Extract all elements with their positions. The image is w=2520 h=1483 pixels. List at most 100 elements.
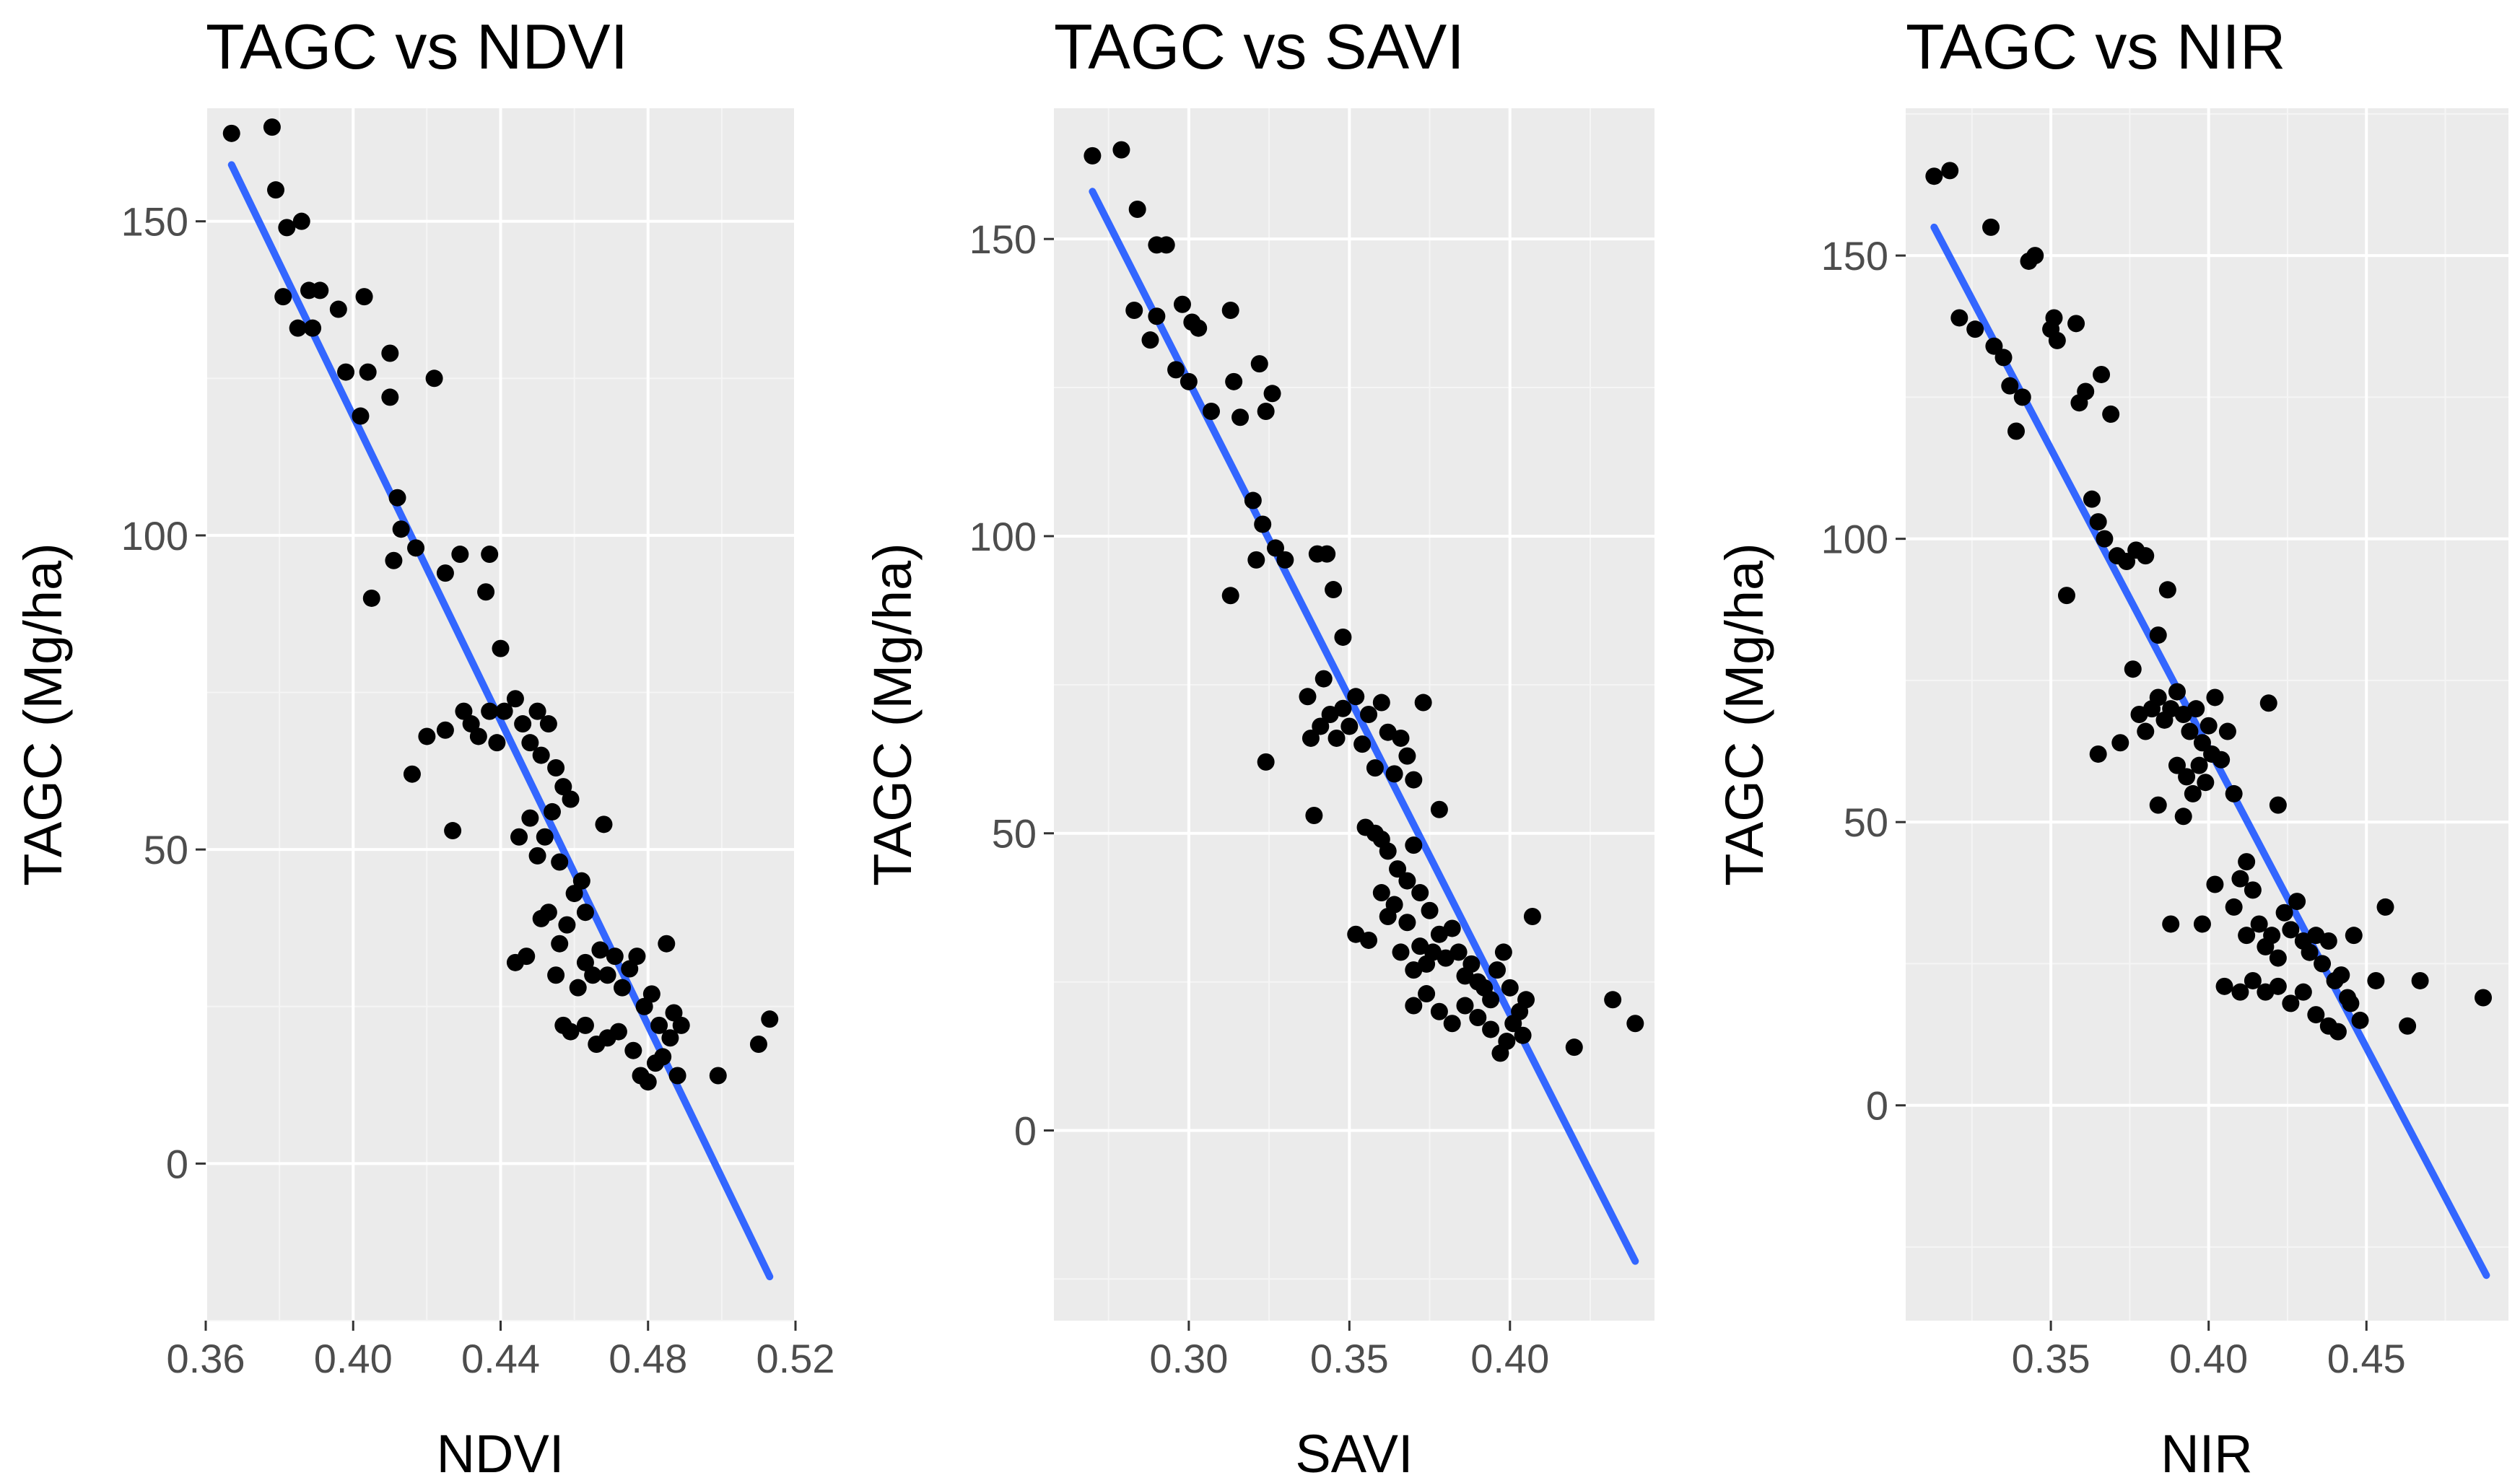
data-point [2158,581,2176,599]
data-point [1315,670,1333,688]
data-point [1398,747,1416,765]
y-tick-label: 100 [969,514,1037,559]
data-point [2244,971,2262,989]
data-point [506,690,524,708]
data-point [1257,403,1275,420]
data-point [1084,146,1102,165]
data-point [385,551,403,569]
data-point [532,746,550,764]
data-point [2231,870,2249,888]
data-point [381,344,399,362]
data-point [278,219,296,237]
data-point [2093,365,2111,383]
data-point [1221,302,1239,319]
data-point [672,1016,690,1034]
x-tick-label: 0.45 [2327,1336,2406,1381]
data-point [650,1016,668,1034]
data-point [521,734,539,752]
x-tick-label: 0.40 [2169,1336,2248,1381]
data-point [2275,904,2293,922]
data-point [1482,1020,1500,1038]
data-point [2111,734,2129,752]
data-point [267,181,285,199]
data-point [2269,949,2287,967]
data-point [1231,408,1250,426]
y-tick-label: 50 [1844,800,1888,845]
data-point [539,904,557,922]
data-point [495,702,513,720]
data-point [2124,660,2142,678]
data-point [1340,717,1359,735]
data-point [311,281,329,299]
data-point [2137,722,2155,740]
data-point [2118,553,2136,571]
data-point [2067,315,2085,333]
data-point [1299,688,1317,706]
data-point [514,715,532,733]
y-tick-label: 0 [1866,1083,1888,1129]
y-tick-label: 50 [992,811,1037,857]
data-point [2231,983,2249,1001]
data-point [1379,842,1397,860]
data-point [462,715,480,733]
data-point [547,966,565,984]
y-axis-label: TAGC (Mg/ha) [1714,543,1774,886]
data-point [418,727,436,745]
data-point [2282,921,2300,939]
data-point [362,589,380,607]
data-point [1379,723,1397,741]
data-point [1398,914,1416,932]
data-point [352,407,370,425]
data-point [2096,530,2114,548]
data-point [222,124,240,142]
data-point [329,300,347,318]
data-point [1925,167,1943,185]
data-point [584,966,602,984]
data-point [1405,836,1423,854]
data-point [539,715,557,733]
data-point [263,118,281,136]
regression-line [227,161,774,1281]
data-point [2399,1017,2417,1035]
data-point [621,960,639,978]
data-point [1203,403,1221,420]
data-point [1514,1026,1532,1044]
data-point [1180,372,1198,390]
data-point [2351,1011,2369,1029]
data-point [635,997,653,1015]
data-point [1966,320,1984,338]
data-point [1167,361,1185,379]
data-point [2007,422,2026,440]
data-point [1443,1015,1461,1033]
data-point [1173,295,1191,313]
data-point [761,1010,779,1028]
data-point [2178,768,2196,786]
data-point [2238,927,2256,945]
data-point [292,212,310,230]
data-point [1626,1015,1644,1033]
data-point [1347,688,1365,706]
data-point [2332,966,2350,984]
x-tick-label: 0.35 [2012,1336,2090,1381]
data-point [2197,774,2215,792]
data-point [528,847,546,865]
data-point [536,828,554,846]
chart-title: TAGC vs SAVI [1054,11,1465,82]
data-point [1392,729,1410,747]
data-point [1488,961,1506,979]
data-point [2411,971,2429,989]
x-tick-label: 0.35 [1310,1336,1389,1381]
data-point [576,904,594,922]
data-point [2181,722,2199,740]
data-point [1128,201,1146,218]
data-point [481,546,499,564]
data-point [1141,331,1159,349]
data-point [2215,977,2233,995]
data-point [1254,515,1272,533]
data-point [304,319,322,337]
data-point [1424,943,1442,961]
x-tick-label: 0.40 [314,1336,393,1381]
data-point [1360,706,1378,723]
data-point [562,1023,580,1041]
data-point [2083,490,2101,508]
